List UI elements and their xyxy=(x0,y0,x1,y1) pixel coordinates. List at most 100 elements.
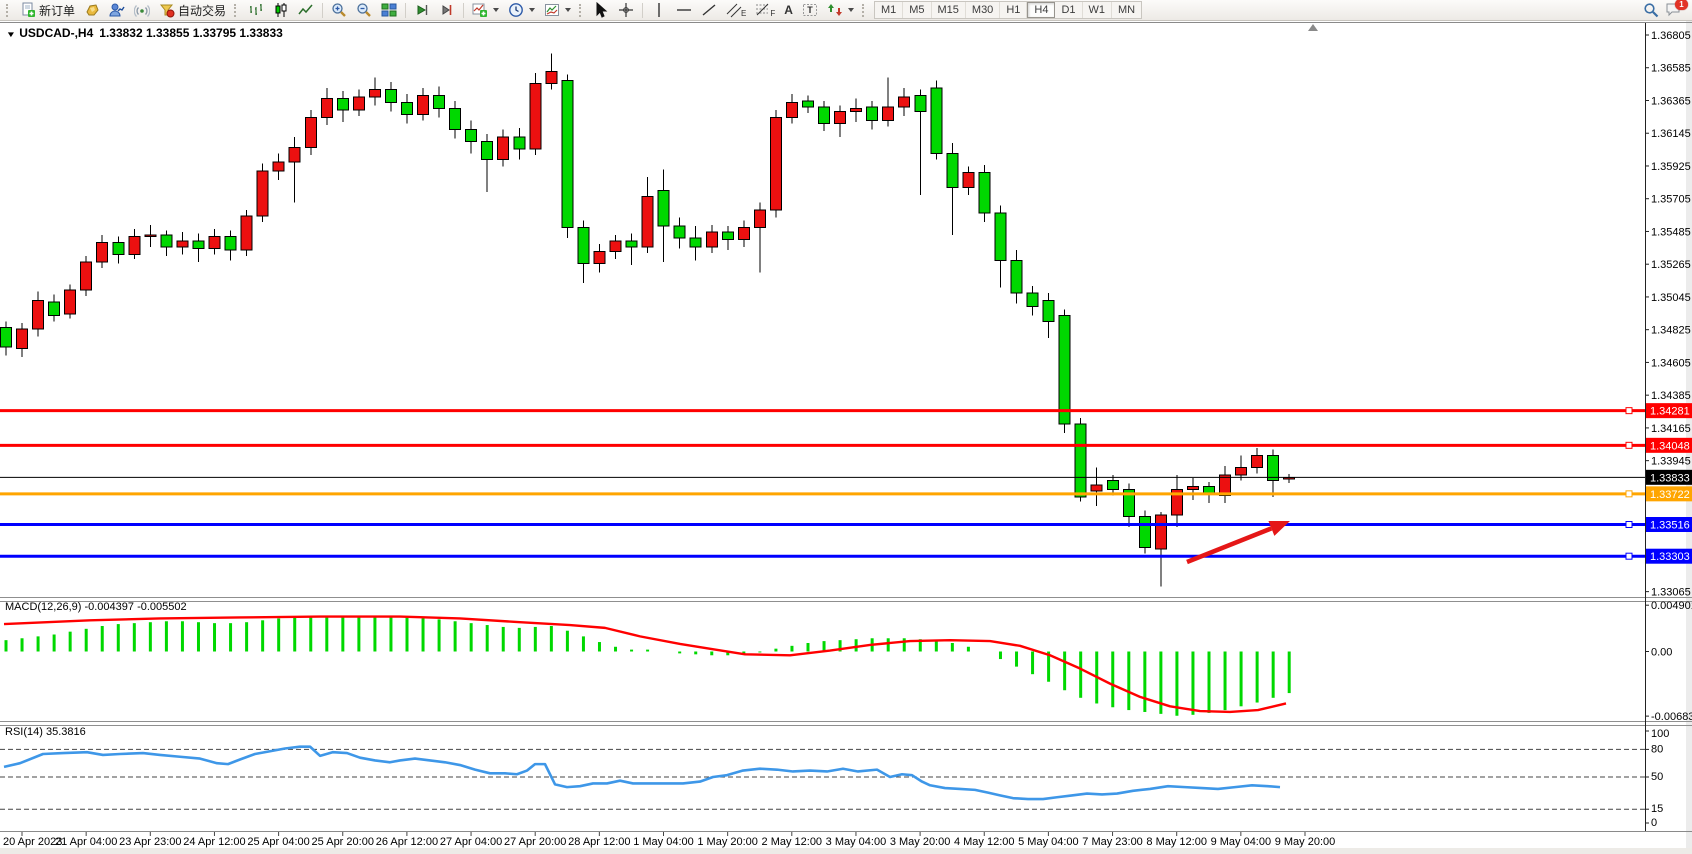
indicators-button[interactable] xyxy=(468,0,503,20)
text-label-tool-button[interactable]: T xyxy=(798,0,822,20)
candle-bullish xyxy=(144,234,157,238)
candle-bullish xyxy=(545,70,558,84)
search-icon[interactable] xyxy=(1643,2,1659,18)
arrows-tool-button[interactable] xyxy=(823,0,858,20)
line-drag-handle[interactable] xyxy=(1625,407,1633,415)
timeframe-m30-button[interactable]: M30 xyxy=(966,2,1001,18)
zoom-in-button[interactable] xyxy=(327,0,351,20)
periods-dropdown-caret[interactable] xyxy=(529,8,536,12)
clock-icon xyxy=(509,3,523,17)
market-watch-button[interactable] xyxy=(105,0,129,20)
timeframe-m5-button[interactable]: M5 xyxy=(903,2,932,18)
chart-profile-button[interactable] xyxy=(80,0,104,20)
text-tool-button[interactable]: A xyxy=(780,0,797,20)
date-label: 2 May 12:00 xyxy=(762,836,823,848)
rsi-axis-label: 50 xyxy=(1651,771,1663,783)
price-tick-label: 1.36585 xyxy=(1651,63,1691,75)
window-right-strip xyxy=(1686,21,1692,854)
price-tick-label: 1.35265 xyxy=(1651,259,1691,271)
date-label: 20 Apr 2023 xyxy=(3,836,62,848)
date-label: 7 May 23:00 xyxy=(1082,836,1143,848)
toolbar-grip[interactable] xyxy=(234,3,240,17)
timeframe-d1-button[interactable]: D1 xyxy=(1055,2,1083,18)
crosshair-tool-button[interactable] xyxy=(614,0,638,20)
toolbar-grip[interactable] xyxy=(579,3,585,17)
bar-chart-mode-button[interactable] xyxy=(244,0,268,20)
price-tick-label: 1.35485 xyxy=(1651,226,1691,238)
date-label: 26 Apr 12:00 xyxy=(376,836,438,848)
price-tick-label: 1.36805 xyxy=(1651,30,1691,42)
candle-bullish xyxy=(641,195,654,248)
periods-button[interactable] xyxy=(504,0,539,20)
candle-bearish xyxy=(1074,423,1087,498)
price-badge xyxy=(1646,517,1692,533)
new-order-label: 新订单 xyxy=(39,3,76,18)
fibonacci-tool-button[interactable]: F xyxy=(751,0,779,20)
autotrading-button[interactable]: 自动交易 xyxy=(155,0,230,20)
channel-glyph: E xyxy=(741,9,747,18)
price-badge-label: 1.34281 xyxy=(1650,406,1690,418)
trend-arrow[interactable] xyxy=(1186,526,1273,565)
candlestick-mode-button[interactable] xyxy=(269,0,293,20)
date-label: 1 May 20:00 xyxy=(697,836,758,848)
tile-windows-button[interactable] xyxy=(377,0,401,20)
price-badge-label: 1.33516 xyxy=(1650,520,1690,532)
candle-bearish xyxy=(481,140,494,160)
macd-signal-line xyxy=(3,615,1287,714)
chart-shift-button[interactable] xyxy=(435,0,459,20)
candle-bearish xyxy=(384,88,397,104)
candle-bullish xyxy=(705,231,718,248)
date-label: 24 Apr 12:00 xyxy=(183,836,245,848)
candle-bearish xyxy=(689,237,702,248)
candle-bullish xyxy=(1170,489,1183,516)
candle-bearish xyxy=(0,326,12,348)
templates-dropdown-caret[interactable] xyxy=(565,8,572,12)
chart-canvas[interactable]: 1.36805 1.36585 1.36365 1.36145 1.35925 1.357… xyxy=(0,21,1692,854)
toolbar-grip[interactable] xyxy=(6,3,12,17)
date-label: 4 May 12:00 xyxy=(954,836,1015,848)
date-label: 1 May 04:00 xyxy=(633,836,694,848)
toolbar-grip[interactable] xyxy=(861,3,868,17)
signals-button[interactable] xyxy=(130,0,154,20)
candle-bearish xyxy=(112,242,125,256)
timeframe-w1-button[interactable]: W1 xyxy=(1083,2,1112,18)
template-icon xyxy=(545,4,560,16)
date-label: 27 Apr 04:00 xyxy=(440,836,502,848)
chart-window[interactable]: 1.36805 1.36585 1.36365 1.36145 1.35925 1.357… xyxy=(0,21,1692,854)
candle-bearish xyxy=(433,94,446,110)
vertical-line-tool-button[interactable] xyxy=(647,0,671,20)
candle-bullish xyxy=(769,117,782,211)
cursor-tool-button[interactable] xyxy=(589,0,613,20)
timeframe-m15-button[interactable]: M15 xyxy=(932,2,966,18)
price-tick-label: 1.34385 xyxy=(1651,390,1691,402)
line-drag-handle[interactable] xyxy=(1625,552,1633,560)
candle-bullish xyxy=(1251,454,1264,468)
indicators-dropdown-caret[interactable] xyxy=(493,8,500,12)
timeframe-h1-button[interactable]: H1 xyxy=(1000,2,1028,18)
line-chart-mode-button[interactable] xyxy=(294,0,318,20)
candle-bullish xyxy=(737,227,750,241)
templates-button[interactable] xyxy=(540,0,575,20)
price-tick-label: 1.34165 xyxy=(1651,423,1691,435)
date-label: 9 May 04:00 xyxy=(1211,836,1272,848)
trend-arrow-head[interactable] xyxy=(1268,520,1290,536)
trendline-tool-button[interactable] xyxy=(697,0,721,20)
auto-scroll-button[interactable] xyxy=(410,0,434,20)
horizontal-line-tool-button[interactable] xyxy=(672,0,696,20)
line-drag-handle[interactable] xyxy=(1625,521,1633,529)
timeframe-h4-button[interactable]: H4 xyxy=(1027,2,1056,18)
timeframe-m1-button[interactable]: M1 xyxy=(875,2,904,18)
candle-bullish xyxy=(1219,474,1232,497)
notifications-button[interactable]: 1 xyxy=(1665,0,1688,19)
candle-bullish xyxy=(962,172,975,189)
line-drag-handle[interactable] xyxy=(1625,441,1633,449)
new-order-button[interactable]: 新订单 xyxy=(16,0,79,20)
timeframe-mn-button[interactable]: MN xyxy=(1118,4,1136,16)
date-label: 3 May 20:00 xyxy=(890,836,951,848)
vertical-line-icon xyxy=(658,3,660,17)
equidistant-channel-tool-button[interactable]: E xyxy=(722,0,750,20)
line-drag-handle[interactable] xyxy=(1625,490,1633,498)
arrows-dropdown-caret[interactable] xyxy=(847,8,854,12)
candle-bullish xyxy=(1186,486,1199,491)
zoom-out-button[interactable] xyxy=(352,0,376,20)
